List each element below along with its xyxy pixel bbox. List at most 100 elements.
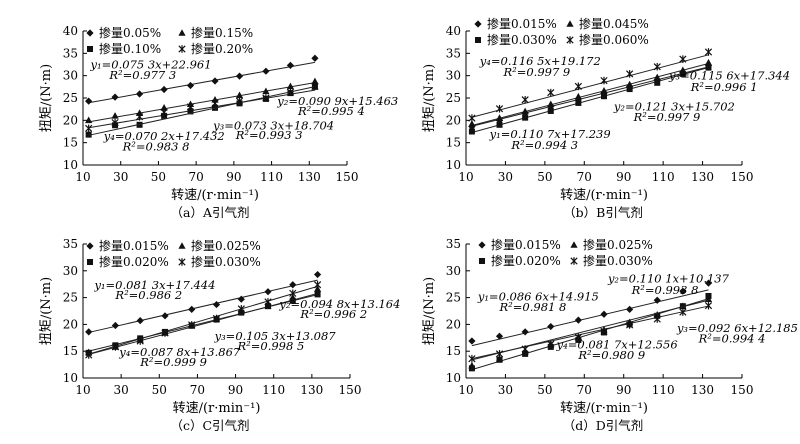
data-point-square [575,99,582,106]
y-tick-label: 25 [446,291,461,305]
data-point-asterisk [574,82,582,91]
data-point-asterisk [85,351,93,359]
x-tick-label: 30 [114,383,129,397]
x-tick-label: 130 [300,383,323,397]
x-tick-label: 90 [616,170,631,184]
y-tick-label: 15 [446,136,461,150]
y-tick-label: 35 [63,46,78,60]
regression-annotation: y₂=0.090 9x+15.463 [276,94,398,108]
data-point-triangle [521,107,529,115]
data-point-diamond [289,281,297,289]
data-point-square [187,108,194,115]
legend-marker-square [87,46,93,52]
y-tick-label: 25 [446,91,461,105]
chart-caption: （b）B引气剂 [563,205,643,220]
regression-annotation: R²=0.999 9 [139,355,207,369]
data-point-diamond [679,287,687,295]
data-point-diamond [262,67,270,75]
data-point-triangle [600,87,608,94]
x-tick-label: 150 [336,170,359,184]
y-tick-label: 10 [63,158,78,172]
series-diamond [468,279,713,347]
y-tick-label: 30 [446,69,461,83]
legend-label: 掺量0.10% [99,41,161,56]
legend-marker-asterisk [178,258,186,266]
axes: 10 15 20 25 30 35 10 30 50 70 90 110 130 150 [446,237,754,397]
data-point-asterisk [495,104,504,113]
y-tick-label: 10 [446,371,461,385]
data-point-asterisk [311,82,319,91]
y-tick-label: 15 [446,344,461,358]
legend-marker-triangle [566,20,574,27]
regression-annotation: R²=0.993 8 [631,283,699,297]
data-point-asterisk [468,114,476,122]
chart-caption: （a）A引气剂 [171,205,250,220]
data-point-asterisk [679,55,687,63]
data-point-asterisk [574,333,582,342]
x-tick-label: 110 [262,383,285,397]
data-point-triangle [235,91,244,99]
y-tick-label: 10 [446,158,461,172]
x-tick-label: 30 [498,170,513,184]
x-tick-label: 110 [652,383,675,397]
regression-annotation: y₄=0.081 7x+12.556 [556,338,678,352]
data-point-asterisk [547,340,555,349]
regression-annotation: y₃=0.105 3x+13.087 [214,329,337,343]
data-point-square [314,291,321,298]
regression-annotation: y₂=0.121 3x+15.702 [613,100,735,114]
x-tick-label: 10 [75,170,90,184]
series-asterisk [468,48,713,122]
data-point-diamond [468,337,476,345]
data-point-diamond [547,322,555,331]
fit-line [471,66,709,133]
data-point-diamond [161,312,169,320]
legend: 掺量0.015% 掺量0.045% 掺量0.030% 掺量0.060% [474,16,649,47]
x-tick-label: 130 [298,170,321,184]
data-point-triangle [704,58,713,66]
data-point-triangle [111,112,119,119]
y-tick-label: 10 [63,371,78,385]
series-asterisk [468,299,713,363]
y-tick-label: 15 [63,136,78,150]
data-point-asterisk [237,305,245,313]
y-axis-title: 扭矩/(N·m) [39,64,54,132]
data-point-square [522,350,529,357]
regression-annotation: y₃=0.073 3x+18.704 [212,119,334,133]
data-point-square [705,292,712,299]
data-point-asterisk [704,301,713,310]
regression-annotation: y₁=0.075 3x+22.961 [90,58,212,72]
data-point-diamond [188,305,196,313]
data-point-asterisk [262,94,270,102]
data-point-asterisk [161,329,169,337]
x-tick-label: 130 [691,383,714,397]
data-point-asterisk [111,118,119,127]
legend-marker-asterisk [178,45,186,53]
regression-annotation: R²=0.977 3 [108,68,176,82]
regression-annotation: R²=0.994 3 [510,138,578,152]
y-tick-label: 40 [446,24,461,38]
data-point-square [85,131,92,138]
data-point-diamond [237,295,245,303]
series-asterisk [85,82,319,136]
regression-annotation: y₄=0.070 2x+17.432 [103,129,225,143]
fit-line [471,54,709,118]
y-axis-title: 扭矩/(N·m) [422,64,437,132]
data-point-asterisk [188,321,196,329]
fit-line [471,63,709,126]
y-tick-label: 35 [446,46,461,60]
data-point-square [522,114,529,121]
data-point-diamond [111,321,120,330]
x-tick-label: 70 [577,383,592,397]
legend-marker-triangle [178,29,186,36]
legend-label: 掺量0.060% [579,32,649,47]
data-point-diamond [264,288,272,296]
data-point-asterisk [626,70,634,78]
legend-label: 掺量0.020% [491,253,561,268]
legend-label: 掺量0.030% [583,253,653,268]
data-point-triangle [653,73,661,81]
regression-annotation: y₁=0.081 3x+17.444 [93,278,215,292]
chart-caption: （d）D引气剂 [563,418,644,433]
data-point-asterisk [468,354,476,363]
regression-annotation: y₄=0.087 8x+13.867 [118,345,241,359]
data-point-diamond [704,279,713,287]
